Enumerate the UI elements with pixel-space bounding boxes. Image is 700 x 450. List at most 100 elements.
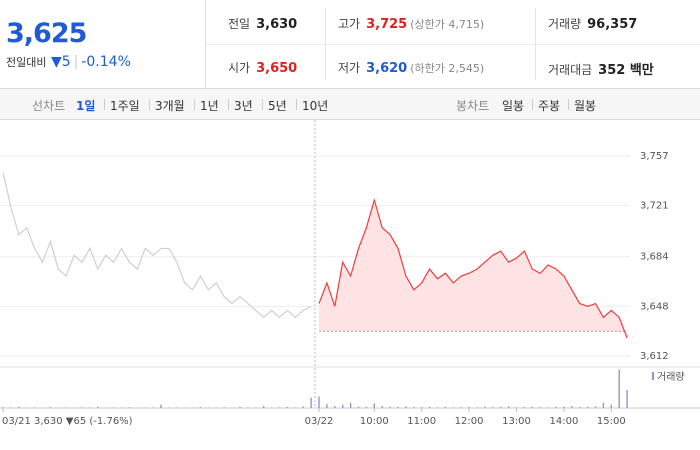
volume-bar — [2, 407, 4, 408]
x-tick-label: 12:00 — [455, 416, 484, 427]
volume-bar — [326, 404, 328, 408]
separator: | — [73, 54, 79, 70]
volume-bar — [460, 407, 462, 408]
volume-bar — [160, 404, 162, 408]
volume-bar — [500, 406, 502, 408]
tab-divider — [149, 99, 150, 110]
stat-label: 저가 — [338, 61, 361, 75]
stat-value: 3,630 — [256, 17, 298, 32]
quote-box: 3,625 전일대비 ▼5 | -0.14% — [0, 0, 206, 88]
tab[interactable]: 3개월 — [155, 99, 185, 113]
x-tick-label: 14:00 — [549, 416, 578, 427]
volume-bar — [492, 407, 494, 408]
stat-item: 시가 3,650 — [228, 59, 297, 76]
stat-value: 3,620 — [366, 61, 408, 76]
change-label: 전일대비 — [6, 56, 47, 69]
volume-bar — [302, 406, 304, 408]
volume-bar — [468, 407, 470, 408]
volume-bar — [255, 407, 257, 408]
tab-divider — [104, 99, 105, 110]
y-tick-label: 3,757 — [640, 151, 669, 162]
volume-bar — [405, 406, 407, 408]
volume-bar — [152, 407, 154, 408]
volume-bar — [618, 369, 620, 408]
volume-bar — [10, 407, 12, 408]
tab-divider — [262, 99, 263, 110]
tab[interactable]: 10년 — [302, 99, 329, 113]
tab-group-label: 선차트 — [32, 99, 66, 113]
volume-bar — [626, 390, 628, 408]
change-row: 전일대비 ▼5 | -0.14% — [6, 54, 131, 70]
volume-bar — [397, 406, 399, 408]
volume-bar — [199, 407, 202, 408]
x-tick-label: 13:00 — [502, 416, 531, 427]
y-tick-label: 3,648 — [640, 301, 669, 312]
stat-value: 3,725 — [366, 17, 408, 32]
volume-bar — [239, 406, 241, 408]
volume-bar — [452, 407, 454, 408]
tab[interactable]: 1년 — [200, 99, 219, 113]
volume-bar — [334, 406, 336, 408]
volume-bar — [413, 407, 415, 408]
x-tick-label: 11:00 — [407, 416, 436, 427]
tab[interactable]: 주봉 — [538, 99, 561, 113]
stat-label: 전일 — [228, 17, 251, 31]
volume-bar — [357, 406, 360, 408]
tab[interactable]: 1주일 — [110, 99, 140, 113]
y-tick-label: 3,684 — [640, 252, 669, 263]
legend-label: 거래량 — [657, 371, 685, 383]
volume-bar — [365, 406, 368, 408]
tab[interactable]: 일봉 — [502, 99, 525, 113]
price-line — [2, 172, 312, 319]
volume-bar — [563, 406, 565, 408]
volume-bar — [18, 406, 20, 408]
chart: 3,757 3,721 3,684 3,648 3,612 03/21 03/22 10:00… — [0, 120, 700, 427]
stat-label: 거래대금 — [548, 63, 593, 77]
price-line — [318, 197, 628, 339]
y-tick-label: 3,612 — [640, 351, 669, 362]
volume-bar — [436, 407, 439, 408]
x-tick-label: 03/22 — [305, 416, 334, 427]
stat-label: 시가 — [228, 61, 251, 75]
volume-bar — [176, 407, 178, 408]
volume-bar — [207, 407, 210, 408]
stat-item: 전일 3,630 — [228, 15, 297, 32]
volume-bar — [223, 407, 225, 408]
volume-bar — [428, 406, 431, 408]
tab[interactable]: 3년 — [234, 99, 253, 113]
tab-divider — [296, 99, 297, 110]
volume-bar — [128, 407, 131, 408]
y-tick-label: 3,721 — [640, 201, 669, 212]
tab[interactable]: 월봉 — [574, 99, 597, 113]
volume-bar — [286, 407, 289, 408]
legend-swatch — [652, 372, 654, 380]
volume-bar — [594, 406, 597, 408]
x-tick-label: 03/21 — [2, 416, 31, 427]
volume-bar — [523, 407, 526, 408]
stat-note: (하한가 2,545) — [410, 62, 485, 75]
tab[interactable]: 5년 — [268, 99, 287, 113]
volume-bar — [476, 407, 478, 408]
volume-bar — [444, 406, 447, 408]
tab-divider — [228, 99, 229, 110]
volume-bar — [33, 407, 36, 408]
header: 3,625 전일대비 ▼5 | -0.14% 전일 3,630 고가 3,725 (상한가 … — [0, 0, 700, 89]
change: ▼5 — [50, 54, 71, 70]
volume-bar — [555, 406, 557, 408]
volume-bar — [571, 406, 573, 408]
prev-day-info: 3,630 ▼65 (-1.76%) — [34, 416, 133, 427]
volume-bar — [81, 407, 83, 408]
volume-bar — [97, 406, 99, 408]
area — [319, 200, 628, 339]
volume-bar — [318, 396, 320, 408]
volume-bar — [531, 406, 533, 408]
tab-divider — [568, 99, 569, 110]
volume-bar — [381, 406, 383, 408]
volume-bar — [515, 407, 518, 408]
stat-value: 352 백만 — [598, 63, 654, 78]
volume-bar — [349, 402, 352, 408]
volume-bar — [579, 407, 581, 408]
tab[interactable]: 1일 — [76, 99, 96, 113]
volume-bar — [610, 404, 612, 408]
